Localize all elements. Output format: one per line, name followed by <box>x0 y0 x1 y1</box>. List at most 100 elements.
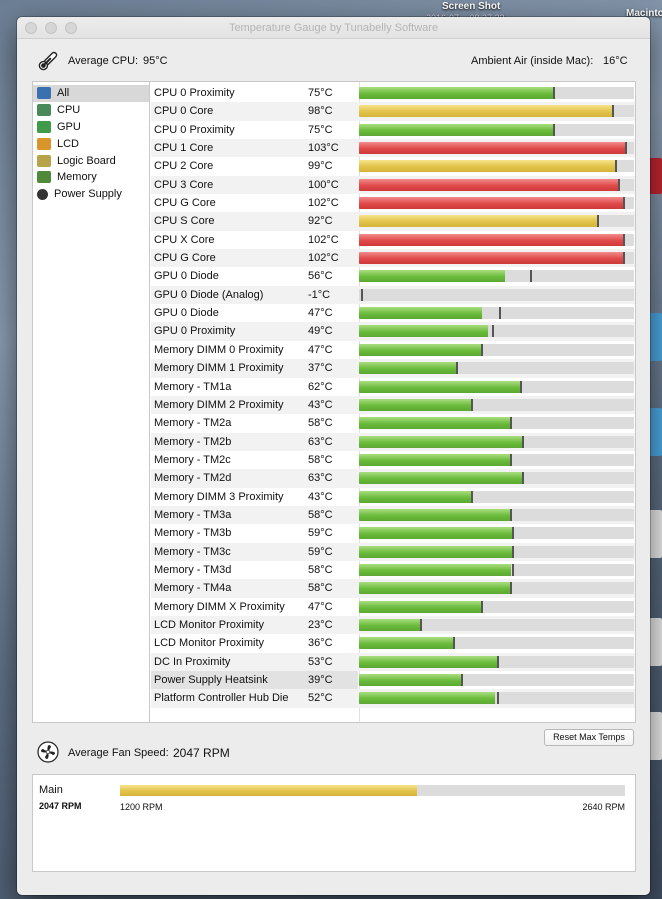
desktop-icon-red[interactable] <box>648 158 662 194</box>
table-row[interactable]: Memory - TM2a 58°C <box>151 414 635 432</box>
sidebar-item-lcd[interactable]: LCD <box>33 135 149 152</box>
cpu-icon <box>37 104 51 117</box>
table-row[interactable]: Memory - TM2c 58°C <box>151 451 635 469</box>
max-temp-marker <box>481 343 484 356</box>
minimize-button[interactable] <box>45 22 57 34</box>
sensor-name: Memory - TM2a <box>154 417 232 430</box>
ambient-label: Ambient Air (inside Mac): <box>471 55 594 67</box>
sensor-name: Memory - TM1a <box>154 380 232 393</box>
sensor-temp: 102°C <box>308 233 339 246</box>
temp-gauge-bar <box>359 123 634 136</box>
sensor-name: CPU 1 Core <box>154 142 214 155</box>
max-temp-marker <box>622 252 625 265</box>
sidebar-item-cpu[interactable]: CPU <box>33 102 149 119</box>
table-row[interactable]: CPU X Core 102°C <box>151 231 635 249</box>
temp-gauge-bar <box>359 362 634 375</box>
temp-gauge-bar <box>359 307 634 320</box>
desktop-icon-white-3[interactable] <box>648 712 662 760</box>
temp-gauge-fill <box>359 398 473 411</box>
max-temp-marker <box>615 160 617 173</box>
table-row[interactable]: Memory DIMM 1 Proximity 37°C <box>151 359 635 378</box>
table-row[interactable]: Memory - TM3a 58°C <box>151 505 635 525</box>
avg-cpu-label: Average CPU: <box>68 55 139 67</box>
sensor-name: LCD Monitor Proximity <box>154 637 265 650</box>
table-row[interactable]: CPU 0 Core 98°C <box>151 102 635 121</box>
desktop-icon-blue-1[interactable] <box>648 313 662 361</box>
max-temp-marker <box>471 398 474 411</box>
table-row[interactable]: CPU 1 Core 103°C <box>151 139 635 158</box>
zoom-button[interactable] <box>65 22 77 34</box>
sidebar-item-logic-board[interactable]: Logic Board <box>33 152 149 169</box>
sensor-name: CPU G Core <box>154 252 216 265</box>
temp-gauge-bar <box>359 563 634 576</box>
temp-gauge-bar <box>359 270 634 283</box>
temp-gauge-fill <box>359 472 524 485</box>
table-row[interactable]: LCD Monitor Proximity 23°C <box>151 615 635 635</box>
close-button[interactable] <box>25 22 37 34</box>
temp-gauge-fill <box>359 508 511 521</box>
reset-max-temps-button[interactable]: Reset Max Temps <box>544 729 634 746</box>
table-row[interactable]: Memory - TM1a 62°C <box>151 378 635 396</box>
table-row[interactable]: Memory DIMM 0 Proximity 47°C <box>151 341 635 359</box>
table-row[interactable]: CPU 3 Core 100°C <box>151 175 635 195</box>
sensor-temp: 47°C <box>308 307 333 320</box>
fan-speed-bar <box>120 785 625 796</box>
table-row[interactable]: Memory - TM4a 58°C <box>151 579 635 598</box>
table-row[interactable]: LCD Monitor Proximity 36°C <box>151 634 635 652</box>
app-window: Temperature Gauge by Tunabelly Software … <box>17 17 650 895</box>
title-bar[interactable]: Temperature Gauge by Tunabelly Software <box>17 17 650 39</box>
table-row[interactable]: Memory - TM2b 63°C <box>151 432 635 451</box>
table-row[interactable]: CPU G Core 102°C <box>151 194 635 212</box>
sensor-name: CPU 0 Core <box>154 105 214 118</box>
max-temp-marker <box>491 325 494 338</box>
sensor-temp: 92°C <box>308 215 333 228</box>
window-title: Temperature Gauge by Tunabelly Software <box>228 22 439 34</box>
table-row[interactable]: Memory - TM3c 59°C <box>151 542 635 561</box>
desktop-label-macintosh[interactable]: Macinto <box>626 8 662 19</box>
sidebar-item-all[interactable]: All <box>33 85 149 102</box>
max-temp-marker <box>612 105 615 118</box>
sensor-list[interactable]: CPU 0 Proximity 75°C CPU 0 Core 98°C CPU 0 P… <box>151 84 635 708</box>
temp-gauge-bar <box>359 527 634 540</box>
sensor-temp: 37°C <box>308 362 333 375</box>
sidebar-item-power-supply[interactable]: Power Supply <box>33 186 149 203</box>
sidebar-item-label: CPU <box>57 104 81 117</box>
max-temp-marker <box>509 417 512 430</box>
fan-speed-fill <box>120 785 418 796</box>
table-row[interactable]: DC In Proximity 53°C <box>151 652 635 671</box>
sidebar-item-gpu[interactable]: GPU <box>33 119 149 136</box>
sensor-name: DC In Proximity <box>154 655 231 668</box>
temp-gauge-bar <box>359 435 634 448</box>
table-row[interactable]: Memory DIMM 2 Proximity 43°C <box>151 395 635 415</box>
desktop-icon-white-1[interactable] <box>648 510 662 558</box>
table-row[interactable]: GPU 0 Proximity 49°C <box>151 322 635 341</box>
sensor-name: Memory DIMM 0 Proximity <box>154 343 284 356</box>
temp-gauge-fill <box>359 655 498 668</box>
sidebar-item-label: GPU <box>57 120 81 133</box>
temp-gauge-fill <box>359 380 521 393</box>
desktop-icon-blue-2[interactable] <box>648 408 662 456</box>
table-row[interactable]: CPU G Core 102°C <box>151 249 635 268</box>
table-row[interactable]: CPU S Core 92°C <box>151 212 635 231</box>
table-row[interactable]: Memory - TM3b 59°C <box>151 524 635 542</box>
table-row[interactable]: Memory - TM3d 58°C <box>151 561 635 579</box>
table-row[interactable]: Power Supply Heatsink 39°C <box>151 671 635 690</box>
table-row[interactable]: Memory DIMM X Proximity 47°C <box>151 598 635 616</box>
sidebar-item-label: Memory <box>57 171 97 184</box>
table-row[interactable]: Memory - TM2d 63°C <box>151 469 635 488</box>
table-row[interactable]: GPU 0 Diode 56°C <box>151 267 635 285</box>
table-row[interactable]: GPU 0 Diode 47°C <box>151 304 635 322</box>
table-row[interactable]: CPU 2 Core 99°C <box>151 157 635 175</box>
sensor-name: CPU 0 Proximity <box>154 123 235 136</box>
table-row[interactable]: Platform Controller Hub Die 52°C <box>151 689 635 708</box>
desktop-label-screenshot[interactable]: Screen Shot <box>442 1 501 12</box>
table-row[interactable]: CPU 0 Proximity 75°C <box>151 84 635 102</box>
desktop-icon-white-2[interactable] <box>648 618 662 666</box>
sidebar-item-memory[interactable]: Memory <box>33 169 149 186</box>
sensor-name: CPU 3 Core <box>154 178 214 191</box>
temp-gauge-fill <box>359 307 483 320</box>
table-row[interactable]: GPU 0 Diode (Analog) -1°C <box>151 285 635 305</box>
table-row[interactable]: CPU 0 Proximity 75°C <box>151 121 635 139</box>
max-temp-marker <box>509 453 512 466</box>
table-row[interactable]: Memory DIMM 3 Proximity 43°C <box>151 488 635 506</box>
